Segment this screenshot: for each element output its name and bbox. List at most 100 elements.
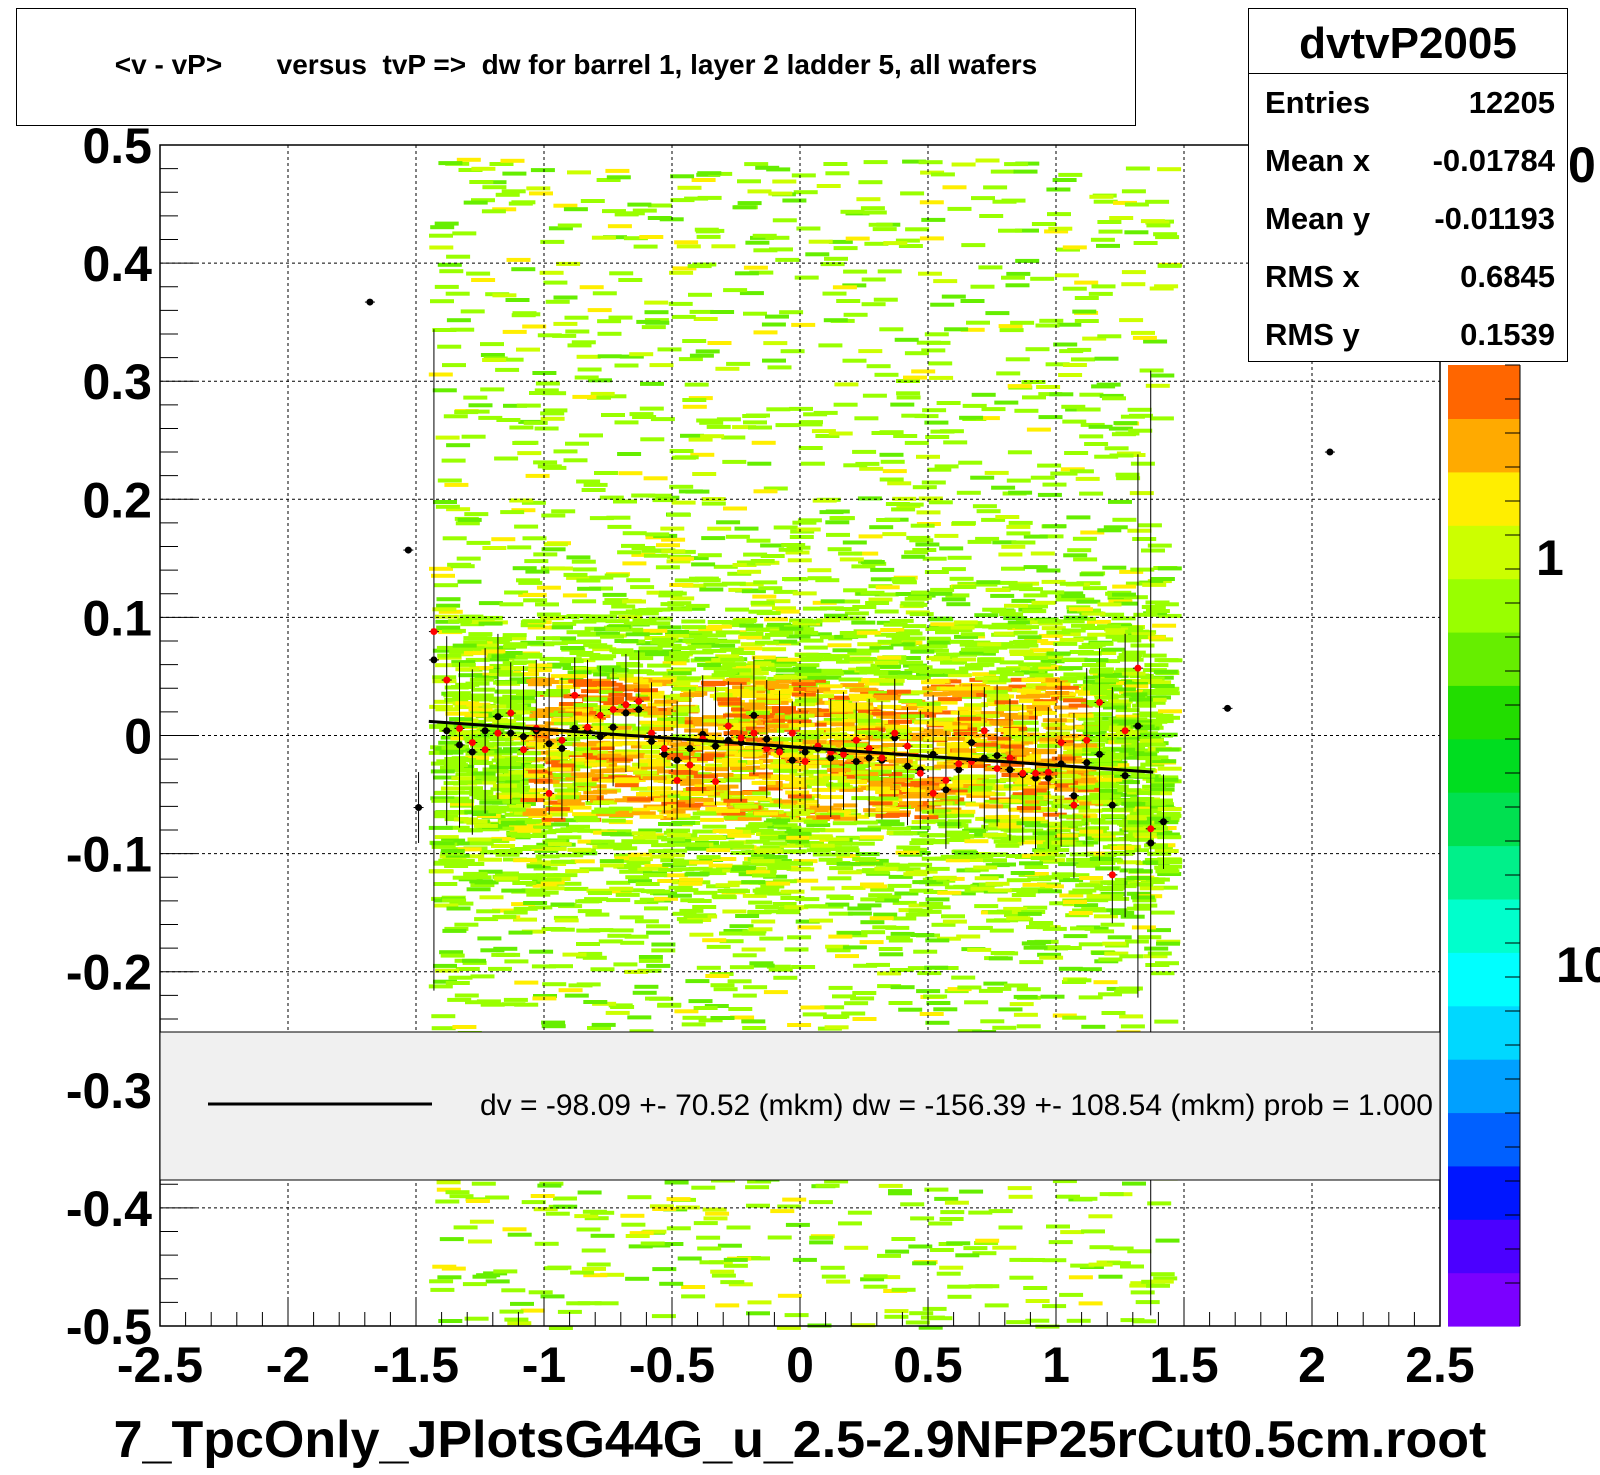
heatmap-cell (743, 311, 767, 316)
heatmap-cell (888, 670, 913, 675)
heatmap-cell (565, 441, 589, 446)
heatmap-cell (616, 863, 641, 868)
heatmap-cell (1076, 727, 1101, 732)
heatmap-cell (1081, 738, 1106, 743)
heatmap-cell (576, 942, 600, 946)
heatmap-cell (437, 655, 462, 660)
heatmap-cell (952, 657, 977, 662)
heatmap-cell (1098, 685, 1123, 689)
heatmap-cell (543, 280, 568, 285)
heatmap-cell (825, 509, 850, 514)
heatmap-cell (657, 879, 682, 883)
heatmap-cell (501, 807, 526, 812)
heatmap-cell (1004, 715, 1029, 720)
heatmap-cell (1120, 751, 1145, 756)
heatmap-cell (948, 628, 973, 632)
heatmap-cell (1016, 987, 1041, 992)
heatmap-cell (957, 706, 982, 711)
heatmap-cell (530, 708, 555, 713)
heatmap-cell (874, 796, 899, 801)
heatmap-cell (542, 862, 567, 866)
heatmap-cell (790, 713, 815, 718)
heatmap-cell (908, 665, 933, 670)
heatmap-cell (626, 860, 651, 865)
heatmap-cell (760, 830, 785, 835)
heatmap-cell (746, 413, 770, 418)
heatmap-cell (1133, 241, 1158, 245)
heatmap-cell (758, 586, 783, 591)
heatmap-cell (621, 543, 645, 548)
heatmap-cell (1100, 647, 1125, 652)
heatmap-cell (924, 965, 949, 970)
heatmap-cell (436, 625, 461, 630)
heatmap-cell (723, 1263, 748, 1268)
heatmap-cell (887, 481, 912, 486)
heatmap-cell (1120, 1264, 1144, 1269)
heatmap-cell (471, 1181, 496, 1186)
heatmap-cell (979, 214, 1004, 218)
heatmap-cell (784, 905, 809, 910)
heatmap-cell (813, 410, 838, 415)
heatmap-cell (900, 714, 925, 719)
heatmap-cell (498, 850, 523, 855)
heatmap-cell (834, 382, 859, 387)
heatmap-cell (700, 675, 725, 680)
heatmap-cell (598, 742, 623, 747)
heatmap-cell (1009, 1002, 1034, 1007)
heatmap-cell (606, 898, 631, 903)
heatmap-cell (1076, 675, 1101, 680)
heatmap-cell (458, 828, 482, 833)
heatmap-cell (1096, 794, 1121, 799)
heatmap-cell (1091, 951, 1116, 955)
heatmap-cell (1013, 748, 1038, 752)
heatmap-cell (879, 327, 904, 332)
heatmap-cell (631, 546, 656, 550)
heatmap-cell (1132, 713, 1157, 718)
heatmap-cell (1006, 478, 1031, 483)
heatmap-cell (936, 742, 961, 747)
heatmap-cell (591, 235, 616, 240)
heatmap-cell (984, 852, 1009, 857)
heatmap-cell (782, 1197, 807, 1202)
heatmap-cell (457, 841, 482, 846)
heatmap-cell (456, 157, 481, 162)
heatmap-cell (1003, 616, 1028, 621)
heatmap-cell (576, 578, 601, 583)
heatmap-cell (681, 619, 706, 624)
heatmap-cell (679, 693, 704, 697)
heatmap-cell (682, 625, 706, 630)
heatmap-cell (681, 606, 706, 611)
heatmap-cell (1083, 795, 1108, 800)
heatmap-cell (739, 623, 764, 628)
heatmap-cell (583, 482, 608, 487)
heatmap-cell (567, 343, 592, 348)
heatmap-cell (456, 730, 481, 735)
heatmap-cell (1029, 673, 1054, 678)
heatmap-cell (832, 648, 857, 653)
heatmap-cell (918, 1325, 943, 1330)
heatmap-cell (1088, 669, 1113, 674)
heatmap-cell (755, 887, 780, 892)
heatmap-cell (489, 737, 514, 742)
heatmap-cell (531, 964, 556, 969)
heatmap-cell (1088, 424, 1113, 429)
heatmap-cell (669, 742, 694, 747)
heatmap-cell (646, 889, 671, 894)
heatmap-cell (789, 778, 814, 783)
heatmap-cell (752, 594, 777, 599)
heatmap-cell (445, 981, 470, 985)
heatmap-cell (579, 285, 604, 290)
heatmap-cell (634, 650, 659, 655)
heatmap-cell (890, 985, 915, 990)
heatmap-cell (670, 198, 695, 203)
heatmap-cell (668, 607, 692, 612)
heatmap-cell (1142, 582, 1167, 587)
heatmap-cell (562, 952, 587, 957)
heatmap-cell (610, 1005, 635, 1009)
heatmap-cell (863, 160, 888, 165)
heatmap-cell (675, 767, 700, 772)
heatmap-cell (644, 906, 668, 911)
heatmap-cell (441, 628, 466, 633)
heatmap-cell (858, 349, 883, 354)
heatmap-cell (1096, 243, 1120, 248)
